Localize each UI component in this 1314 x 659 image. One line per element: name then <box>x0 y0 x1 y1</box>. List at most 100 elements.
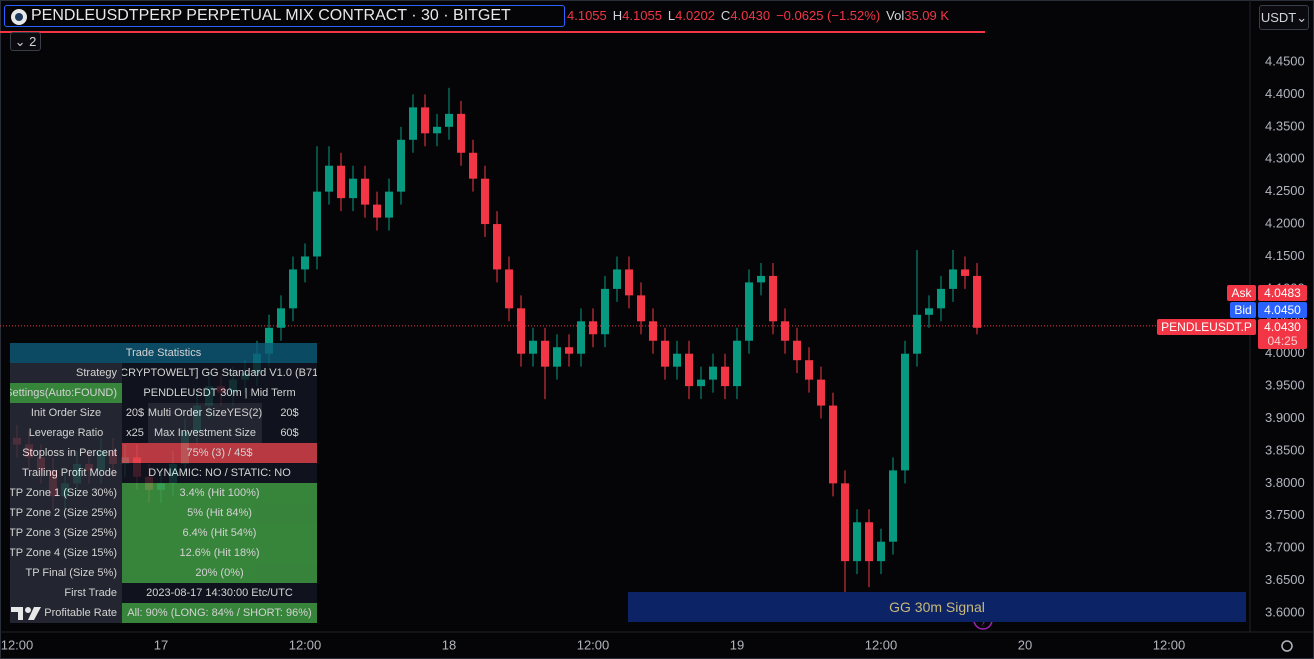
y-tick-label: 3.9000 <box>1265 410 1305 425</box>
candle-body <box>685 353 693 387</box>
y-tick-label: 3.6500 <box>1265 572 1305 587</box>
candle-body <box>853 522 861 562</box>
candle-body <box>937 288 945 309</box>
x-tick-label: 12:00 <box>289 637 322 652</box>
candle-body <box>265 327 273 354</box>
legend-item: H4.1055 <box>613 8 662 23</box>
last-label: PENDLEUSDT.P <box>1157 319 1256 335</box>
table-label: TP Zone 3 (Size 25%) <box>10 523 122 543</box>
legend-key: L <box>667 8 676 23</box>
table-row: Init Order Size 20$ Multi Order SizeYES(2)… <box>10 403 317 423</box>
countdown: 04:25 <box>1267 334 1298 348</box>
candle-body <box>577 321 585 354</box>
table-row: TP Zone 3 (Size 25%) 6.4% (Hit 54%) <box>10 523 317 543</box>
x-tick-label: 19 <box>730 637 744 652</box>
candle-body <box>481 178 489 225</box>
indicator-toggle[interactable]: ⌄ 2 <box>10 32 41 51</box>
table-value: x25 <box>122 423 148 443</box>
table-value: 60$ <box>262 423 317 443</box>
candle-body <box>769 275 777 322</box>
x-tick-label: 12:00 <box>577 637 610 652</box>
table-label: First Trade <box>10 583 122 603</box>
candle-body <box>805 360 813 380</box>
candle-body <box>913 314 921 354</box>
candle-body <box>541 340 549 367</box>
candle-body <box>733 340 741 387</box>
candle-body <box>817 379 825 406</box>
candle-body <box>277 308 285 328</box>
table-label: Stoploss in Percent <box>10 443 122 463</box>
y-tick-label: 3.7500 <box>1265 507 1305 522</box>
candle-body <box>325 165 333 192</box>
candle-body <box>877 541 885 562</box>
table-row: Trailing Profit Mode DYNAMIC: NO / STATIC… <box>10 463 317 483</box>
y-tick-label: 3.8000 <box>1265 475 1305 490</box>
legend-value: 35.09 K <box>904 8 950 23</box>
y-tick-label: 3.7000 <box>1265 540 1305 555</box>
y-tick-label: 4.2500 <box>1265 183 1305 198</box>
candle-body <box>361 178 369 205</box>
candle-body <box>673 353 681 367</box>
x-tick-label: 12:00 <box>1 637 34 652</box>
candle-body <box>709 366 717 380</box>
table-value: 20% (0%) <box>122 563 317 583</box>
candle-body <box>637 295 645 322</box>
table-title: Trade Statistics <box>10 343 317 363</box>
symbol-header[interactable]: PENDLEUSDTPERP PERPETUAL MIX CONTRACT · … <box>4 5 565 27</box>
legend-value: 4.0430 <box>730 8 771 23</box>
candle-body <box>721 366 729 387</box>
table-value: 20$ <box>122 403 148 423</box>
table-row: Settings(Auto:FOUND) PENDLEUSDT 30m | Mid… <box>10 383 317 403</box>
table-label: TP Zone 4 (Size 15%) <box>10 543 122 563</box>
candle-body <box>865 522 873 562</box>
legend-item: Vol35.09 K <box>886 8 949 23</box>
candle-body <box>289 269 297 309</box>
table-value: [CRYPTOWELT] GG Standard V1.0 (B71) <box>122 363 317 383</box>
table-row: Profitable Rate All: 90% (LONG: 84% / SHO… <box>10 603 317 623</box>
candle-body <box>589 321 597 335</box>
y-tick-label: 3.6000 <box>1265 604 1305 619</box>
candle-body <box>493 224 501 270</box>
table-value: 3.4% (Hit 100%) <box>122 483 317 503</box>
ohlc-legend: 4.1055 H4.1055 L4.0202 C4.0430 −0.0625 (−1.5… <box>567 8 949 23</box>
x-tick-label: 20 <box>1018 637 1032 652</box>
table-value: DYNAMIC: NO / STATIC: NO <box>122 463 317 483</box>
x-tick-label: 12:00 <box>865 637 898 652</box>
table-label: Settings(Auto:FOUND) <box>10 383 122 403</box>
legend-value: 4.1055 <box>567 8 607 23</box>
candle-body <box>889 470 897 542</box>
candle-body <box>949 269 957 289</box>
candle-body <box>565 347 573 354</box>
table-row: Strategy [CRYPTOWELT] GG Standard V1.0 (B… <box>10 363 317 383</box>
candle-body <box>841 483 849 562</box>
candle-body <box>433 126 441 134</box>
currency-button[interactable]: USDT ⌄ <box>1259 5 1309 30</box>
table-row: First Trade 2023-08-17 14:30:00 Etc/UTC <box>10 583 317 603</box>
table-value: 2023-08-17 14:30:00 Etc/UTC <box>122 583 317 603</box>
table-row: TP Zone 2 (Size 25%) 5% (Hit 84%) <box>10 503 317 523</box>
currency: USDT <box>1260 10 1297 25</box>
table-row: TP Zone 4 (Size 15%) 12.6% (Hit 18%) <box>10 543 317 563</box>
legend-value: 4.1055 <box>622 8 662 23</box>
symbol-logo <box>11 9 27 25</box>
candle-body <box>613 269 621 289</box>
table-row: TP Zone 1 (Size 30%) 3.4% (Hit 100%) <box>10 483 317 503</box>
table-label: TP Zone 2 (Size 25%) <box>10 503 122 523</box>
y-tick-label: 4.4500 <box>1265 53 1305 68</box>
y-tick-label: 3.9500 <box>1265 378 1305 393</box>
signal-text: GG 30m Signal <box>889 599 985 615</box>
settings-icon[interactable] <box>1281 640 1293 652</box>
table-row: Leverage Ratio x25 Max Investment Size 60$ <box>10 423 317 443</box>
tv-logo <box>11 607 41 620</box>
table-label: Leverage Ratio <box>10 423 122 443</box>
legend-value: −0.0625 (−1.52%) <box>776 8 881 23</box>
x-tick-label: 12:00 <box>1153 637 1186 652</box>
table-value: 20$ <box>262 403 317 423</box>
y-tick-label: 4.4000 <box>1265 86 1305 101</box>
table-label: Init Order Size <box>10 403 122 423</box>
candle-body <box>661 340 669 367</box>
candle-body <box>973 275 981 328</box>
legend-item: L4.0202 <box>668 8 715 23</box>
candle-body <box>409 107 417 140</box>
